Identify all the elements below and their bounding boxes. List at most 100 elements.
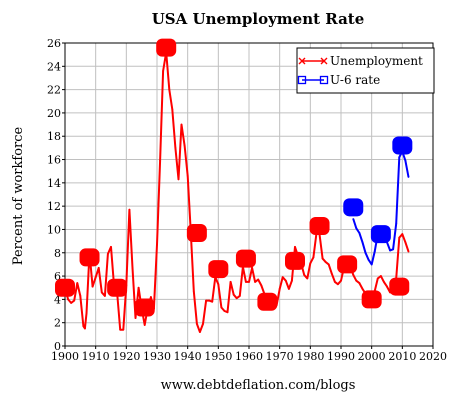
unemployment-point	[379, 275, 382, 277]
y-tick-label: 4	[54, 293, 61, 306]
legend-x-marker	[320, 57, 328, 65]
x-axis-ticks: 1900 1910 1920 1930 1940 1950 1960 1970 1980 1990…	[51, 346, 447, 363]
unemployment-point	[340, 279, 342, 282]
u6-rate-highlight-marker	[392, 136, 413, 155]
unemployment-point	[284, 279, 287, 282]
legend-square-marker	[319, 75, 329, 85]
unemployment-point	[186, 174, 189, 177]
unemployment-point	[309, 262, 312, 265]
unemployment-point	[327, 263, 330, 266]
u6-rate-point	[367, 258, 370, 261]
legend-box	[296, 47, 435, 94]
unemployment-point	[383, 281, 385, 283]
unemployment-point	[223, 310, 226, 312]
unemployment-point	[352, 274, 355, 276]
unemployment-highlight-marker	[389, 277, 410, 296]
unemployment-point	[361, 287, 364, 290]
unemployment-point	[229, 281, 232, 283]
u6-rate-point	[364, 251, 367, 254]
legend: Unemployment U-6 rate	[296, 47, 435, 94]
legend-label: Unemployment	[330, 54, 423, 68]
unemployment-point	[94, 276, 97, 279]
unemployment-point	[180, 123, 183, 126]
unemployment-point	[97, 267, 100, 269]
unemployment-point	[168, 88, 171, 91]
unemployment-point	[235, 297, 238, 300]
unemployment-point	[119, 328, 122, 331]
y-tick-label: 2	[54, 317, 61, 330]
unemployment-highlight-marker	[79, 248, 100, 267]
unemployment-highlight-marker	[235, 249, 256, 268]
unemployment-point	[159, 159, 161, 162]
y-tick-label: 10	[47, 223, 61, 236]
y-tick-label: 16	[47, 154, 61, 167]
unemployment-point	[110, 246, 112, 248]
y-tick-label: 22	[47, 84, 61, 97]
u6-rate-point	[392, 248, 395, 251]
unemployment-point	[162, 70, 165, 72]
x-tick-label: 1980	[296, 350, 324, 363]
u6-rate-point	[361, 241, 364, 244]
x-tick-label: 1910	[82, 350, 110, 363]
unemployment-highlight-marker	[257, 292, 278, 311]
u6-rate-point	[395, 222, 398, 225]
unemployment-point	[100, 291, 103, 294]
unemployment-point	[404, 241, 407, 244]
u6-rate-point	[404, 159, 407, 162]
unemployment-point	[287, 287, 290, 290]
unemployment-point	[238, 294, 241, 297]
unemployment-highlight-marker	[55, 278, 75, 297]
unemployment-highlight-marker	[107, 278, 128, 297]
unemployment-point	[131, 267, 134, 269]
unemployment-point	[79, 294, 82, 297]
unemployment-point	[358, 282, 361, 284]
unemployment-point	[306, 277, 309, 280]
unemployment-point	[171, 108, 174, 111]
unemployment-point	[202, 322, 204, 325]
u6-rate-point	[407, 176, 410, 178]
unemployment-point	[156, 243, 158, 246]
unemployment-point	[192, 290, 195, 293]
unemployment-point	[137, 286, 140, 289]
y-tick-label: 24	[47, 60, 61, 73]
unemployment-point	[398, 236, 401, 239]
unemployment-point	[67, 298, 69, 301]
unemployment-point	[321, 257, 324, 260]
u6-rate-highlight-marker	[370, 225, 391, 244]
x-tick-label: 2020	[419, 350, 447, 363]
x-tick-label: 1960	[235, 350, 263, 363]
unemployment-point	[254, 281, 257, 283]
unemployment-point	[149, 296, 152, 298]
x-tick-label: 1900	[51, 350, 79, 363]
x-axis-label: www.debtdeflation.com/blogs	[161, 378, 356, 393]
unemployment-point	[85, 312, 88, 315]
x-tick-label: 1950	[204, 350, 232, 363]
u6-rate-point	[389, 249, 391, 252]
u6-rate-point	[370, 263, 373, 266]
unemployment-highlight-marker	[156, 38, 177, 57]
unemployment-point	[355, 279, 358, 282]
unemployment-point	[134, 317, 137, 319]
unemployment-point	[330, 272, 333, 275]
unemployment-highlight-marker	[309, 216, 330, 235]
unemployment-point	[183, 144, 186, 147]
y-tick-label: 6	[54, 270, 61, 283]
unemployment-highlight-marker	[134, 298, 155, 317]
unemployment-point	[333, 281, 336, 283]
legend-x-marker	[298, 57, 306, 65]
unemployment-point	[281, 276, 284, 279]
unemployment-point	[376, 277, 379, 280]
unemployment-point	[76, 282, 79, 284]
legend-label: U-6 rate	[330, 73, 380, 87]
unemployment-point	[278, 287, 281, 290]
unemployment-point	[103, 294, 106, 297]
chart-title: USA Unemployment Rate	[152, 10, 365, 28]
y-axis-label: Percent of workforce	[11, 126, 26, 265]
unemployment-point	[294, 246, 296, 248]
unemployment-point	[177, 178, 180, 181]
unemployment-point	[82, 325, 85, 328]
unemployment-point	[174, 146, 177, 149]
unemployment-point	[84, 327, 86, 330]
